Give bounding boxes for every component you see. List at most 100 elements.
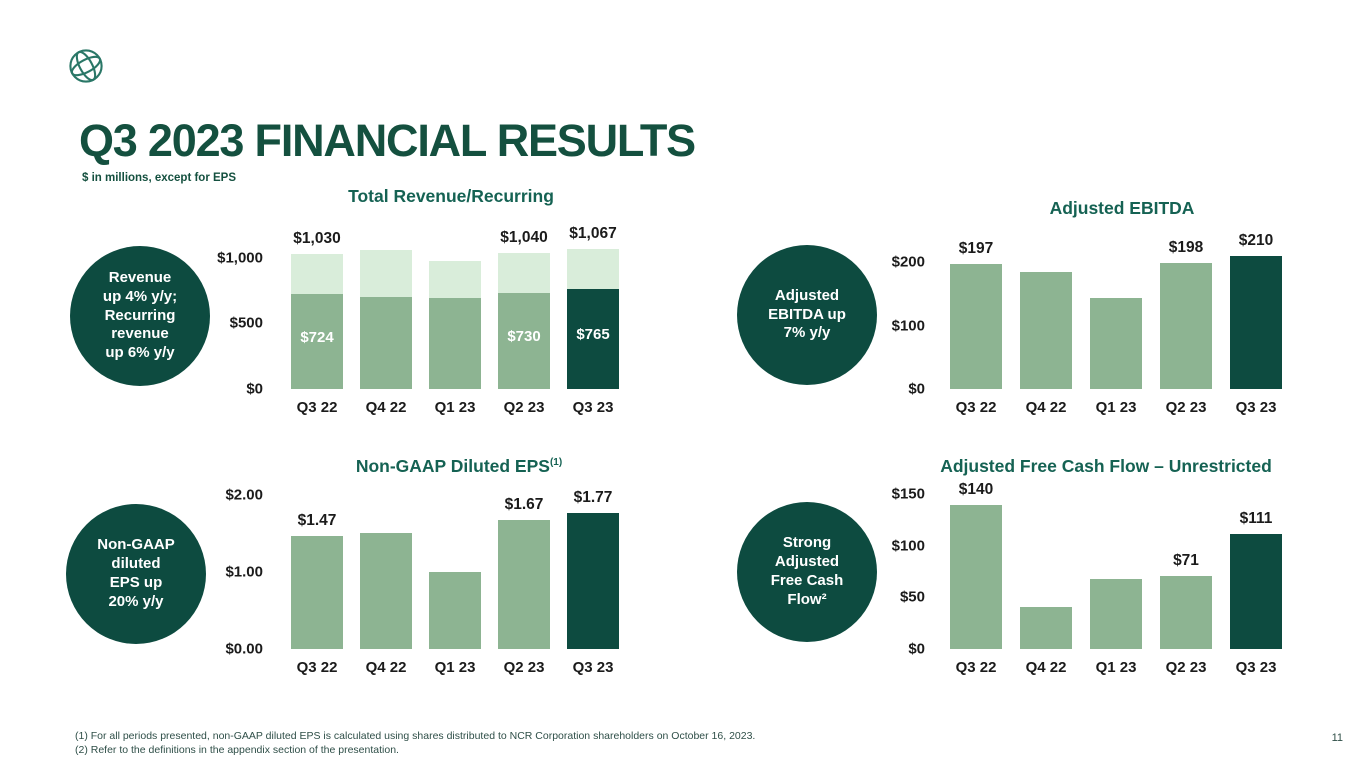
bar-chart-plot: $1,000 $500 $0 $724 $1,030 Q3 22 Q4 22 Q1 23 $73… — [217, 225, 619, 416]
x-axis-category-label: Q2 23 — [1165, 659, 1207, 676]
badge-text-line: 7% y/y — [783, 324, 831, 342]
x-axis-category-label: Q2 23 — [503, 399, 545, 416]
bar: Q1 23 — [429, 239, 481, 416]
bar-segment — [567, 512, 619, 649]
y-axis-tick-label: $500 — [229, 314, 263, 332]
bar-segment — [1230, 255, 1282, 389]
bar-segment-recurring — [360, 297, 412, 389]
chart-title: Total Revenue/Recurring — [348, 186, 554, 206]
bar-value-label: $1,040 — [500, 228, 548, 246]
bar-segment-other — [567, 249, 619, 289]
highlight-badge: Strong Adjusted Free Cash Flow² — [737, 502, 877, 642]
bar: Q4 22 — [1020, 250, 1072, 416]
badge-text-line: up 6% y/y — [105, 344, 175, 362]
y-axis-tick-label: $1,000 — [217, 249, 263, 267]
footnotes: (1) For all periods presented, non-GAAP … — [75, 729, 755, 757]
chart-title: Adjusted EBITDA — [1049, 198, 1195, 218]
bar-segment — [950, 263, 1002, 389]
x-axis-category-label: Q4 22 — [365, 659, 407, 676]
badge-text-line: diluted — [111, 555, 161, 573]
x-axis-category-label: Q3 22 — [296, 399, 338, 416]
bar-segment — [291, 535, 343, 649]
bar: $1.77 Q3 23 — [567, 488, 619, 676]
bar-value-label: $140 — [958, 480, 994, 498]
bar-segment-other — [291, 254, 343, 295]
x-axis-category-label: Q4 22 — [365, 399, 407, 416]
bar: $197 Q3 22 — [950, 240, 1002, 416]
bar: Q1 23 — [1090, 250, 1142, 416]
bar: $765 $1,067 Q3 23 — [567, 225, 619, 416]
bar-segment — [498, 520, 550, 649]
globe-logo-icon — [69, 49, 103, 83]
bar-chart-plot: $200 $100 $0 $197 Q3 22 Q4 22 Q1 23 $198 Q2 23 $2… — [892, 232, 1282, 416]
badge-text-line: Flow² — [787, 590, 827, 608]
highlight-badge: Non-GAAP diluted EPS up 20% y/y — [66, 504, 206, 644]
bar-chart-plot: $150 $100 $50 $0 $140 Q3 22 Q4 22 Q1 23 $71 Q2 23… — [892, 481, 1282, 676]
bar-segment-other — [498, 252, 550, 294]
bar: Q4 22 — [1020, 488, 1072, 676]
badge-text-line: Adjusted — [774, 553, 840, 571]
y-axis-tick-label: $0 — [908, 640, 925, 658]
x-axis-category-label: Q2 23 — [503, 659, 545, 676]
x-axis-category-label: Q1 23 — [1095, 399, 1137, 416]
y-axis-tick-label: $100 — [891, 317, 925, 335]
bar-segment — [1090, 298, 1142, 389]
bar: $140 Q3 22 — [950, 481, 1002, 676]
in-bar-value-label: $730 — [507, 328, 541, 346]
badge-text-line: EBITDA up — [768, 305, 846, 323]
in-bar-value-label: $724 — [300, 328, 334, 346]
x-axis-category-label: Q3 22 — [955, 659, 997, 676]
highlight-badge: Revenue up 4% y/y; Recurring revenue up 6% y… — [70, 246, 210, 386]
bar-segment — [1160, 575, 1212, 649]
bar: $730 $1,040 Q2 23 — [498, 229, 550, 416]
x-axis-category-label: Q3 23 — [572, 659, 614, 676]
bar-segment-recurring — [429, 297, 481, 389]
x-axis-category-label: Q1 23 — [434, 399, 476, 416]
y-axis-tick-label: $2.00 — [225, 486, 263, 504]
badge-text-line: Free Cash — [770, 572, 844, 589]
bar: $210 Q3 23 — [1230, 232, 1282, 416]
units-note: $ in millions, except for EPS — [82, 172, 237, 184]
bar: Q1 23 — [1090, 488, 1142, 676]
badge-text-line: 20% y/y — [108, 592, 164, 610]
x-axis-category-label: Q3 22 — [955, 399, 997, 416]
x-axis-category-label: Q2 23 — [1165, 399, 1207, 416]
badge-text-line: Revenue — [108, 268, 172, 286]
bar-value-label: $198 — [1168, 239, 1204, 257]
y-axis-tick-label: $50 — [899, 588, 925, 606]
bar-value-label: $1.77 — [573, 488, 613, 506]
highlight-badge: Adjusted EBITDA up 7% y/y — [737, 245, 877, 385]
y-axis-tick-label: $200 — [891, 253, 925, 271]
x-axis-category-label: Q1 23 — [434, 659, 476, 676]
bar: Q4 22 — [360, 490, 412, 676]
bar: $111 Q3 23 — [1230, 488, 1282, 676]
bar-value-label: $210 — [1238, 231, 1274, 249]
x-axis-category-label: Q3 23 — [1235, 659, 1277, 676]
bar-chart-plot: $2.00 $1.00 $0.00 $1.47 Q3 22 Q4 22 Q1 23 $1.67… — [225, 487, 619, 676]
footnote-2: (2) Refer to the definitions in the appe… — [75, 744, 399, 756]
bar-segment-recurring — [498, 293, 550, 389]
badge-text-line: Recurring — [104, 306, 176, 324]
bar-segment — [360, 532, 412, 649]
bar: Q1 23 — [429, 490, 481, 676]
bar-value-label: $111 — [1239, 510, 1273, 528]
badge-text-line: Adjusted — [774, 286, 840, 304]
y-axis-tick-label: $100 — [891, 537, 925, 555]
x-axis-category-label: Q4 22 — [1025, 659, 1067, 676]
bar-value-label: $1,030 — [293, 230, 341, 248]
x-axis-category-label: Q3 23 — [1235, 399, 1277, 416]
x-axis-category-label: Q3 22 — [296, 659, 338, 676]
bar-segment — [429, 572, 481, 649]
bar: $724 $1,030 Q3 22 — [291, 230, 343, 416]
bar: Q4 22 — [360, 239, 412, 416]
y-axis-tick-label: $0.00 — [225, 640, 263, 658]
bar-segment-recurring — [567, 288, 619, 389]
x-axis-category-label: Q3 23 — [572, 399, 614, 416]
badge-text-line: Strong — [782, 534, 832, 552]
footnote-1: (1) For all periods presented, non-GAAP … — [75, 730, 756, 742]
bar: $71 Q2 23 — [1160, 488, 1212, 676]
bar: $1.67 Q2 23 — [498, 490, 550, 676]
bar-segment-other — [429, 260, 481, 298]
bar-segment — [1020, 606, 1072, 649]
